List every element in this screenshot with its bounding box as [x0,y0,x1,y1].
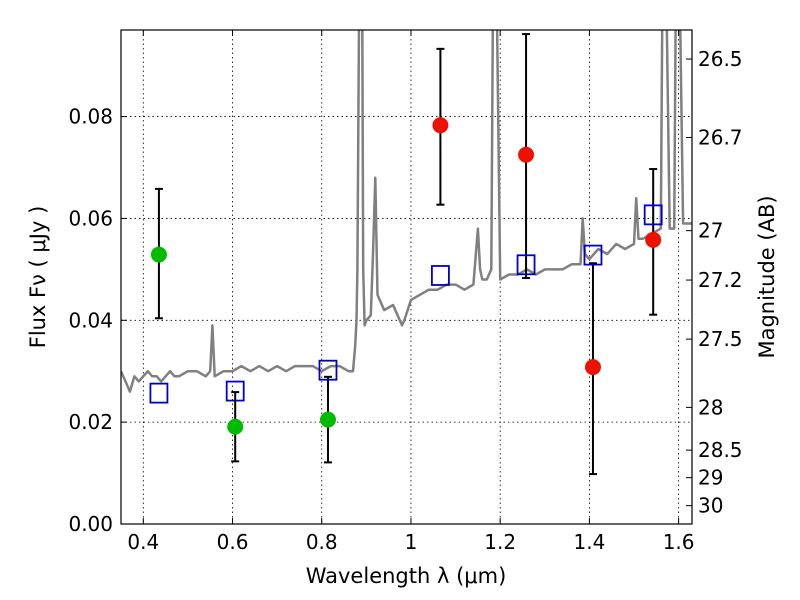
green-data-point [150,246,167,263]
magnitude-axis-ticks: 26.5 26.7 27 27.2 27.5 28 28.5 29 30 [686,47,743,518]
magnitude-tick-label: 27.2 [698,268,743,292]
y-tick-label: 0.06 [68,206,113,230]
model-point-square [318,359,338,381]
x-tick-label: 1.2 [484,530,516,554]
green-data-point [227,418,244,435]
markers [149,117,663,435]
magnitude-tick-label: 30 [698,494,723,518]
x-tick-label: 0.6 [217,530,249,554]
red-data-point [584,359,601,376]
x-tick-label: 1.6 [663,530,695,554]
model-point-square [431,265,450,286]
y-tick-label: 0.04 [68,308,113,332]
model-point-square [225,380,245,402]
magnitude-tick-label: 28.5 [698,438,743,462]
magnitude-axis-label: Magnitude (AB) [755,195,779,358]
y-axis-label: Flux Fν ( μJy ) [26,206,50,349]
magnitude-tick-label: 26.5 [698,47,743,71]
magnitude-tick-label: 28 [698,395,723,419]
y-tick-label: 0.00 [68,512,113,536]
magnitude-tick-label: 27 [698,219,723,243]
model-point-square [149,382,169,404]
plot-background [121,30,692,524]
x-axis-label: Wavelength λ (μm) [306,564,507,588]
x-axis-ticks: 0.4 0.6 0.8 1 1.2 1.4 1.6 [127,30,695,554]
x-tick-label: 0.8 [306,530,338,554]
green-data-point [319,411,336,428]
y-tick-label: 0.08 [68,105,113,129]
x-tick-label: 1 [405,530,418,554]
x-tick-label: 0.4 [127,530,159,554]
y-axis-ticks: 0.00 0.02 0.04 0.06 0.08 [68,105,127,536]
red-data-point [645,231,662,248]
y-tick-label: 0.02 [68,410,113,434]
red-data-point [432,117,449,134]
magnitude-tick-label: 27.5 [698,327,743,351]
magnitude-tick-label: 29 [698,466,723,490]
spectrum-line [121,30,692,393]
model-point-square [583,244,603,266]
magnitude-tick-label: 26.7 [698,125,743,149]
model-point-square [516,254,536,276]
model-spectrum [121,30,692,393]
x-tick-label: 1.4 [573,530,605,554]
plot-frame [120,29,693,525]
model-point-square [643,204,663,226]
red-data-point [518,146,535,163]
